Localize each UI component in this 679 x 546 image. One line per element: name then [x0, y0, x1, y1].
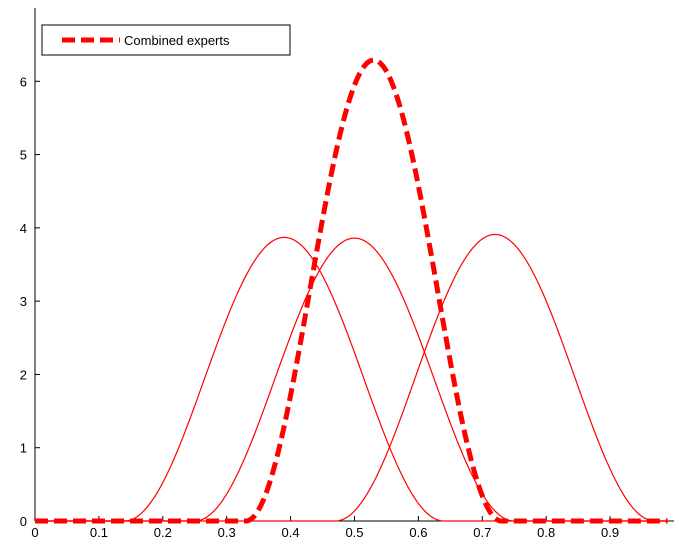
y-tick-label: 3 [20, 294, 27, 309]
x-tick-label: 0.5 [345, 525, 363, 540]
legend: Combined experts [41, 24, 291, 56]
y-tick-label: 5 [20, 148, 27, 163]
y-tick-label: 6 [20, 74, 27, 89]
y-tick-label: 0 [20, 514, 27, 529]
axes-frame [34, 8, 674, 522]
y-tick-label: 4 [20, 221, 27, 236]
x-tick-label: 0.4 [282, 525, 300, 540]
x-tick-label: 0.7 [473, 525, 491, 540]
x-tick-label: 0 [31, 525, 38, 540]
x-tick-label: 0.1 [90, 525, 108, 540]
x-tick-label: 0.2 [154, 525, 172, 540]
plot-area [35, 8, 674, 521]
x-axis-ticks: 0 0.1 0.2 0.3 0.4 0.5 0.6 0.7 0.8 0.9 [31, 516, 619, 540]
legend-label: Combined experts [124, 33, 230, 48]
y-tick-label: 1 [20, 441, 27, 456]
x-tick-label: 0.3 [218, 525, 236, 540]
x-tick-label: 0.9 [601, 525, 619, 540]
series-layer [34, 57, 669, 524]
y-tick-label: 2 [20, 367, 27, 382]
combined-experts-line [34, 57, 669, 524]
x-tick-label: 0.8 [537, 525, 555, 540]
x-tick-label: 0.6 [409, 525, 427, 540]
y-axis-ticks: 0 1 2 3 4 5 6 [20, 74, 40, 529]
